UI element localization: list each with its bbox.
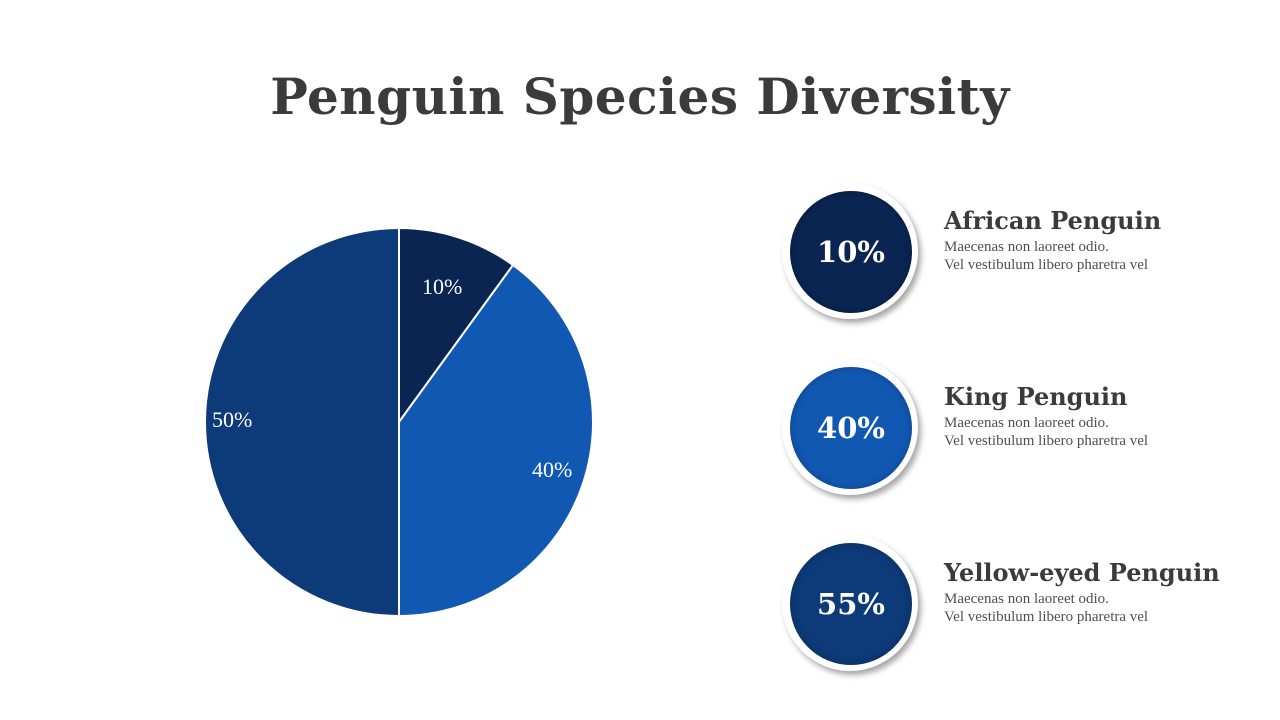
pie-slice-label: 50% — [212, 407, 252, 432]
legend-description: Maecenas non laoreet odio. Vel vestibulu… — [944, 590, 1148, 626]
legend-item-yellow-eyed-penguin: 55% Yellow-eyed Penguin Maecenas non lao… — [782, 535, 1262, 675]
legend-title: Yellow-eyed Penguin — [944, 558, 1220, 587]
pie-slice — [204, 226, 400, 618]
legend-desc-line-2: Vel vestibulum libero pharetra vel — [944, 609, 1149, 625]
legend-desc-line-1: Maecenas non laoreet odio. — [944, 591, 1109, 607]
legend-title: King Penguin — [944, 382, 1128, 411]
pie-chart-svg: 10% 40% 50% — [204, 226, 594, 618]
legend-bubble-ring: 40% — [782, 359, 918, 495]
legend-desc-line-2: Vel vestibulum libero pharetra vel — [944, 257, 1149, 273]
legend-bubble-value: 10% — [790, 191, 912, 313]
legend-item-african-penguin: 10% African Penguin Maecenas non laoreet… — [782, 183, 1262, 323]
pie-chart: 10% 40% 50% — [196, 219, 602, 625]
pie-slice — [398, 226, 515, 426]
slide-title: Penguin Species Diversity — [270, 67, 1010, 126]
legend-description: Maecenas non laoreet odio. Vel vestibulu… — [944, 414, 1148, 450]
legend-bubble-ring: 55% — [782, 535, 918, 671]
pie-slice-label: 10% — [422, 274, 462, 299]
legend-title: African Penguin — [944, 206, 1162, 235]
legend-desc-line-1: Maecenas non laoreet odio. — [944, 239, 1109, 255]
legend-description: Maecenas non laoreet odio. Vel vestibulu… — [944, 238, 1148, 274]
pie-slice — [398, 263, 594, 618]
legend-desc-line-1: Maecenas non laoreet odio. — [944, 415, 1109, 431]
legend-bubble-value: 40% — [790, 367, 912, 489]
legend-bubble-ring: 10% — [782, 183, 918, 319]
legend-item-king-penguin: 40% King Penguin Maecenas non laoreet od… — [782, 359, 1262, 499]
pie-slice-label: 40% — [532, 457, 572, 482]
legend-desc-line-2: Vel vestibulum libero pharetra vel — [944, 433, 1149, 449]
legend-bubble-value: 55% — [790, 543, 912, 665]
